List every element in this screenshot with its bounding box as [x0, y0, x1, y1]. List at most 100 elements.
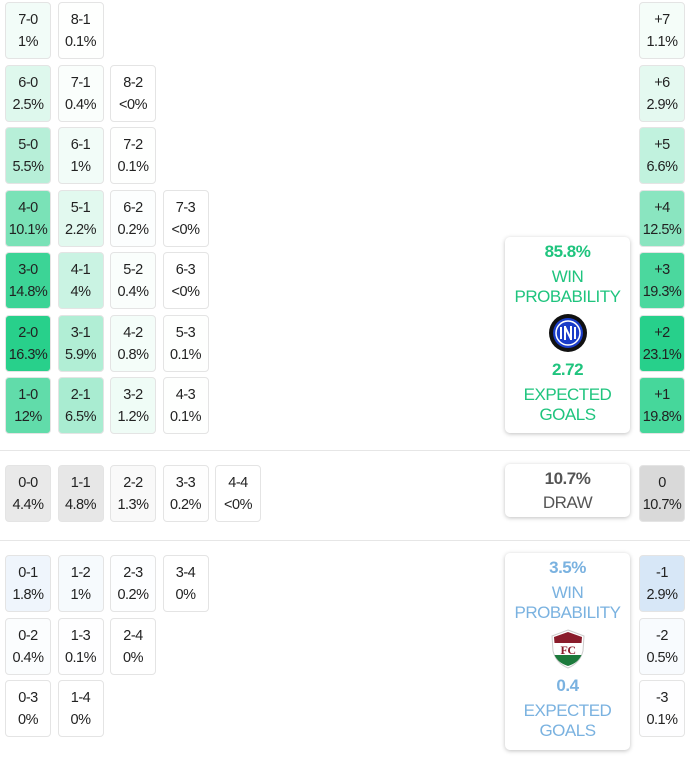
probability-value: 0.2% [169, 497, 202, 513]
fluminense-crest-icon: FC [550, 629, 585, 669]
probability-value: 6.5% [64, 409, 97, 425]
margin-cell: -3 0.1% [639, 680, 685, 737]
probability-value: 1% [70, 587, 91, 603]
home-win-probability: 85.8% [544, 242, 591, 261]
probability-value: 0% [70, 712, 91, 728]
score-label: 7-2 [123, 137, 143, 153]
scoreline-cell: 0-3 0% [5, 680, 51, 737]
score-label: 6-0 [18, 74, 38, 91]
probability-value: 1.8% [12, 587, 44, 603]
away-win-probability: 3.5% [549, 558, 586, 577]
probability-value: 0.4% [12, 649, 44, 666]
score-label: -1 [656, 565, 668, 581]
probability-label: PROBABILITY [514, 287, 621, 306]
probability-value: 0.1% [646, 712, 678, 728]
scoreline-cell: 0-0 4.4% [5, 465, 51, 522]
probability-value: 1.2% [117, 409, 149, 425]
scoreline-cell: 3-4 0% [162, 555, 209, 612]
probability-value: 2.9% [646, 587, 678, 603]
probability-value: 1.1% [646, 34, 678, 50]
score-label: 1-1 [70, 475, 91, 491]
score-label: 4-3 [175, 387, 196, 403]
probability-value: 4.8% [64, 497, 97, 513]
score-label: 0 [658, 475, 666, 491]
score-label: 1-0 [18, 387, 38, 403]
scoreline-cell: 3-0 14.8% [5, 252, 51, 309]
score-label: 6-2 [123, 199, 143, 216]
probability-value: 0.1% [117, 159, 149, 175]
score-label: 4-1 [70, 262, 91, 278]
score-label: 8-1 [70, 12, 91, 28]
score-label: +5 [654, 137, 670, 153]
probability-value: <0% [224, 497, 252, 513]
expected-label: EXPECTED [523, 701, 612, 720]
probability-value: <0% [119, 96, 147, 113]
scoreline-cell: 0-1 1.8% [5, 555, 51, 612]
probability-value: 10.7% [642, 497, 682, 513]
probability-value: 2.9% [646, 96, 678, 113]
scoreline-cell: 4-3 0.1% [162, 377, 209, 434]
probability-value: 19.8% [642, 409, 682, 425]
score-label: 5-1 [70, 199, 91, 216]
score-label: 7-0 [18, 12, 38, 28]
probability-value: 4% [70, 284, 91, 300]
probability-value: 14.8% [8, 284, 48, 300]
probability-value: 0.5% [646, 649, 678, 666]
score-label: 2-2 [123, 475, 143, 491]
probability-value: 19.3% [642, 284, 682, 300]
divider [0, 540, 690, 541]
score-label: 1-4 [70, 690, 91, 706]
margin-cell: +4 12.5% [639, 189, 685, 247]
probability-value: 0.8% [117, 346, 149, 363]
score-label: 3-4 [175, 565, 196, 581]
probability-value: 0% [18, 712, 38, 728]
probability-value: 16.3% [8, 346, 48, 363]
scoreline-cell: 7-0 1% [5, 2, 51, 59]
score-label: 7-3 [175, 199, 196, 216]
probability-value: 23.1% [642, 346, 682, 363]
scoreline-cell: 2-1 6.5% [57, 377, 104, 434]
score-label: +2 [654, 324, 670, 341]
scoreline-cell: 1-2 1% [57, 555, 104, 612]
home-summary-card: 85.8% WIN PROBABILITY 2.72 EXPECTED GOAL… [505, 237, 630, 433]
probability-value: 5.5% [12, 159, 44, 175]
score-label: 2-3 [123, 565, 143, 581]
scoreline-cell: 2-3 0.2% [110, 555, 156, 612]
draw-probability: 10.7% [544, 469, 591, 488]
draw-summary-card: 10.7% DRAW [505, 464, 630, 517]
probability-value: 0.1% [169, 409, 202, 425]
probability-value: 0.1% [169, 346, 202, 363]
margin-cell: -1 2.9% [639, 555, 685, 612]
scoreline-cell: 6-1 1% [57, 127, 104, 184]
goals-label: GOALS [539, 405, 596, 424]
goals-label: GOALS [539, 721, 596, 740]
win-label: WIN [551, 583, 584, 602]
score-label: 4-4 [228, 475, 248, 491]
score-label: 5-2 [123, 262, 143, 278]
scoreline-cell: 5-3 0.1% [162, 314, 209, 372]
score-label: 3-3 [175, 475, 196, 491]
scoreline-cell: 2-4 0% [110, 617, 156, 675]
scoreline-cell: 3-1 5.9% [57, 314, 104, 372]
scoreline-cell: 4-2 0.8% [110, 314, 156, 372]
probability-value: 0% [123, 649, 143, 666]
scoreline-cell: 6-2 0.2% [110, 189, 156, 247]
score-label: 1-2 [70, 565, 91, 581]
divider [0, 450, 690, 451]
margin-cell: +2 23.1% [639, 314, 685, 372]
score-label: 4-0 [18, 199, 38, 216]
margin-cell: +3 19.3% [639, 252, 685, 309]
scoreline-cell: 1-3 0.1% [57, 617, 104, 675]
probability-value: 6.6% [646, 159, 678, 175]
probability-value: 2.2% [64, 221, 97, 238]
scoreline-cell: 6-0 2.5% [5, 64, 51, 122]
score-label: -2 [656, 627, 668, 644]
probability-value: 5.9% [64, 346, 97, 363]
probability-value: 1% [18, 34, 38, 50]
inter-crest-icon [548, 314, 587, 352]
probability-value: 0.1% [64, 34, 97, 50]
probability-value: 12.5% [642, 221, 682, 238]
score-label: 6-3 [175, 262, 196, 278]
scoreline-cell: 2-0 16.3% [5, 314, 51, 372]
probability-value: 0.4% [117, 284, 149, 300]
